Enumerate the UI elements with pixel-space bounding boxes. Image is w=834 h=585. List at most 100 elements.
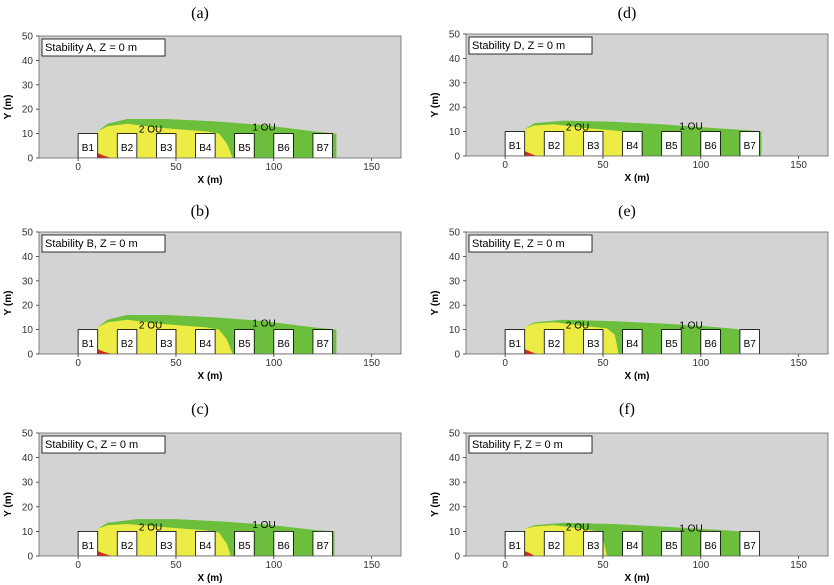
y-tick-label: 40	[449, 453, 461, 464]
y-tick-label: 0	[454, 152, 460, 163]
building-label: B1	[82, 143, 95, 154]
plot-content: B1 B2 B3 B4 B5 B6 B7 2 OU 1 OU	[77, 315, 337, 354]
building-label: B2	[548, 541, 561, 552]
plot-border	[38, 35, 402, 159]
y-axis-label: Y (m)	[3, 291, 14, 316]
building-b5	[661, 131, 682, 156]
building-label: B5	[238, 541, 251, 552]
plot-content: B1 B2 B3 B4 B5 B6 B7 2 OU 1 OU	[77, 519, 335, 556]
building-b4	[622, 329, 643, 354]
building-label: B5	[665, 141, 678, 152]
building-label: B1	[509, 339, 522, 350]
building-label: B3	[160, 143, 173, 154]
x-tick-label: 0	[75, 162, 81, 173]
building-b7	[739, 531, 760, 556]
x-axis-label: X (m)	[198, 371, 223, 382]
plot-border	[465, 432, 829, 557]
x-tick-label: 50	[170, 560, 182, 571]
building-b3	[156, 531, 177, 556]
panel-caption: (c)	[191, 401, 209, 418]
panel-caption: (e)	[618, 203, 636, 220]
building-b4	[195, 133, 216, 158]
x-tick-label: 150	[790, 560, 807, 571]
building-label: B6	[277, 143, 290, 154]
x-axis-label: X (m)	[625, 173, 650, 184]
building-label: B1	[509, 541, 522, 552]
y-tick-label: 10	[22, 527, 34, 538]
legend-box	[468, 435, 593, 454]
contour-level-label: 2 OU	[139, 321, 162, 332]
legend-box	[41, 435, 166, 454]
building-b2	[116, 329, 138, 354]
building-label: B4	[199, 541, 212, 552]
y-tick-label: 30	[22, 478, 34, 489]
building-b1	[77, 133, 99, 158]
building-b4	[195, 329, 216, 354]
building-label: B3	[160, 339, 173, 350]
contour-level-label: 2 OU	[566, 522, 589, 533]
building-b6	[273, 133, 294, 158]
building-b2	[116, 133, 138, 158]
building-b7	[312, 531, 333, 556]
y-tick-label: 50	[22, 228, 34, 239]
building-b6	[700, 531, 721, 556]
y-tick-label: 0	[27, 552, 33, 563]
building-b3	[156, 329, 177, 354]
legend-text: Stability D, Z = 0 m	[472, 40, 565, 52]
building-label: B3	[160, 541, 173, 552]
y-tick-label: 20	[22, 301, 34, 312]
plot-content: B1 B2 B3 B4 B5 B6 B7 2 OU 1 OU	[504, 120, 762, 156]
building-b5	[661, 329, 682, 354]
y-tick-label: 10	[22, 325, 34, 336]
building-b7	[312, 329, 333, 354]
contour-3ou	[97, 349, 112, 354]
chart-panel-e: (e) B1 B2 B3 B4 B5 B6 B7 2 OU 1 OU Stability E, Z …	[430, 203, 829, 382]
contour-3ou	[97, 551, 112, 556]
building-b2	[543, 531, 565, 556]
legend-text: Stability A, Z = 0 m	[45, 42, 137, 54]
legend-box	[468, 36, 593, 55]
y-tick-label: 50	[449, 228, 461, 239]
y-tick-label: 10	[22, 129, 34, 140]
contour-level-label: 2 OU	[566, 321, 589, 332]
legend-box	[41, 38, 166, 57]
panel-caption: (a)	[191, 5, 209, 22]
x-tick-label: 50	[170, 358, 182, 369]
y-tick-label: 20	[449, 301, 461, 312]
plot-content: B1 B2 B3 B4 B5 B6 B7 2 OU 1 OU	[77, 119, 337, 158]
building-label: B7	[317, 339, 330, 350]
building-label: B5	[238, 143, 251, 154]
plot-border	[465, 33, 829, 157]
chart-panel-c: (c) B1 B2 B3 B4 B5 B6 B7 2 OU 1 OU Stability C, Z …	[3, 401, 402, 584]
x-tick-label: 0	[75, 560, 81, 571]
y-tick-label: 20	[449, 103, 461, 114]
x-tick-label: 50	[597, 358, 609, 369]
chart-panel-f: (f) B1 B2 B3 B4 B5 B6 B7 2 OU 1 OU Stability F, Z …	[430, 401, 829, 584]
panel-caption: (b)	[191, 203, 210, 220]
legend-text: Stability B, Z = 0 m	[45, 238, 138, 250]
building-b3	[583, 329, 604, 354]
y-tick-label: 10	[449, 127, 461, 138]
x-tick-label: 50	[170, 162, 182, 173]
building-b7	[312, 133, 333, 158]
y-tick-label: 0	[454, 552, 460, 563]
building-b3	[583, 131, 604, 156]
contour-level-label: 2 OU	[139, 125, 162, 136]
y-tick-label: 30	[449, 78, 461, 89]
y-tick-label: 0	[454, 350, 460, 361]
legend-box	[41, 234, 166, 253]
building-b5	[234, 133, 255, 158]
x-tick-label: 150	[790, 160, 807, 171]
building-label: B4	[199, 143, 212, 154]
building-label: B7	[744, 339, 757, 350]
x-axis-label: X (m)	[625, 573, 650, 584]
building-b3	[583, 531, 604, 556]
legend-text: Stability F, Z = 0 m	[472, 439, 563, 451]
building-b2	[543, 329, 565, 354]
building-b6	[273, 329, 294, 354]
y-axis-label: Y (m)	[430, 492, 441, 517]
building-label: B2	[121, 541, 134, 552]
plot-border	[38, 231, 402, 355]
contour-3ou	[524, 551, 535, 556]
legend-text: Stability E, Z = 0 m	[472, 238, 565, 250]
